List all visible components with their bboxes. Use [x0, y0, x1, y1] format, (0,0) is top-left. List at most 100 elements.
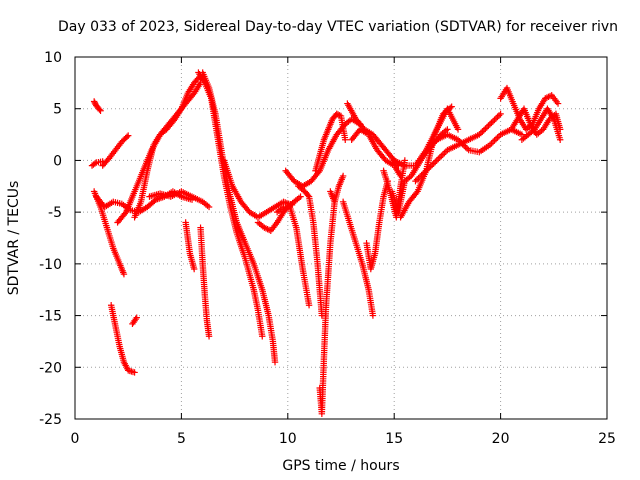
data-point-trail	[479, 128, 486, 135]
axis-ticks: 0 5 10 15 20 25 -25 -20 -15 -10 -5 0 5 10	[39, 50, 616, 447]
y-tick-label: 10	[44, 50, 62, 66]
data-point-trail	[438, 152, 445, 160]
data-point-trail	[304, 192, 312, 199]
series-arc17	[273, 203, 313, 309]
data-point-trail	[432, 158, 439, 166]
data-point-trail	[489, 138, 497, 146]
y-axis-label: SDTVAR / TECUs	[6, 181, 22, 296]
data-point-trail	[460, 142, 468, 149]
y-tick-label: -10	[39, 257, 62, 273]
data-point-trail	[435, 155, 442, 163]
data-point-trail	[462, 143, 469, 151]
series-arc11	[182, 219, 198, 273]
data-point-trail	[492, 135, 500, 143]
data-point-trail	[418, 172, 425, 179]
data-point-trail	[489, 118, 497, 125]
data-point	[205, 333, 213, 340]
series-arc08	[114, 79, 204, 226]
data-point-trail	[495, 132, 503, 140]
series-arc20	[312, 110, 349, 174]
plot-frame	[74, 56, 608, 420]
series-arc23	[339, 198, 377, 319]
series-arc04	[107, 302, 138, 376]
data-point-trail	[123, 133, 131, 141]
data-point-trail	[425, 164, 433, 172]
data-point-trail	[480, 126, 488, 134]
data-point-trail	[436, 154, 443, 161]
x-tick-label: 0	[71, 431, 80, 447]
data-point-trail	[315, 169, 322, 176]
data-point	[342, 136, 349, 143]
data-point-trail	[488, 140, 495, 147]
series-arc03	[90, 188, 128, 278]
series-arc35	[518, 105, 564, 143]
data-point-trail	[456, 138, 463, 145]
data-point-trail	[485, 122, 492, 129]
y-tick-label: 0	[53, 153, 62, 169]
series-arc24	[344, 100, 402, 169]
series-arc32	[433, 126, 526, 156]
series-arc31	[412, 110, 504, 185]
data-point-trail	[170, 117, 177, 124]
x-tick-label: 5	[177, 431, 186, 447]
series-arc25	[348, 126, 404, 180]
data-point	[454, 126, 462, 133]
data-point-trail	[424, 166, 431, 173]
data-point-trail	[96, 106, 103, 113]
data-point	[125, 132, 132, 139]
data-points	[88, 69, 564, 418]
grid	[75, 57, 607, 419]
data-point-trail	[429, 161, 436, 169]
series-arc19	[295, 183, 326, 319]
data-point-trail	[439, 151, 447, 158]
data-point-trail	[441, 149, 448, 157]
data-point	[476, 131, 483, 138]
data-point	[369, 312, 377, 319]
y-tick-label: -15	[39, 309, 62, 325]
data-point	[339, 172, 347, 180]
data-point	[412, 177, 419, 185]
data-point-trail	[457, 139, 465, 146]
data-point-trail	[421, 169, 428, 176]
data-point	[556, 136, 564, 143]
series-arc18	[282, 115, 364, 190]
series-arc05	[129, 314, 140, 328]
x-tick-label: 15	[385, 431, 403, 447]
data-point-trail	[430, 160, 437, 167]
data-point-trail	[415, 174, 422, 182]
data-point-trail	[492, 115, 500, 122]
data-point-trail	[488, 119, 495, 126]
data-point-trail	[491, 116, 498, 123]
data-point-trail	[442, 148, 450, 155]
data-point	[190, 265, 198, 273]
series-arc06	[99, 132, 132, 169]
data-point	[259, 333, 266, 340]
data-point	[90, 98, 98, 105]
data-point-trail	[91, 160, 99, 167]
series-arc01	[90, 98, 104, 114]
data-point-trail	[419, 170, 427, 177]
data-point	[422, 167, 430, 174]
data-point	[131, 369, 138, 376]
data-point	[433, 157, 440, 164]
data-point	[120, 271, 128, 278]
series-arc26	[363, 177, 392, 273]
data-point	[448, 103, 455, 110]
data-point-trail	[495, 112, 503, 119]
data-point-trail	[340, 122, 348, 129]
data-point	[97, 107, 104, 114]
data-point	[454, 136, 462, 143]
data-point-trail	[121, 210, 129, 217]
data-point	[486, 141, 494, 149]
data-point-trail	[416, 173, 424, 180]
y-tick-label: -20	[39, 360, 62, 376]
data-point	[271, 358, 279, 366]
data-point-trail	[334, 111, 342, 118]
series-arc09	[131, 72, 204, 221]
x-tick-label: 25	[598, 431, 616, 447]
data-point-trail	[494, 113, 501, 121]
data-point-trail	[189, 91, 197, 98]
data-point	[297, 193, 304, 200]
data-point-trail	[483, 123, 491, 131]
data-point	[133, 314, 140, 321]
